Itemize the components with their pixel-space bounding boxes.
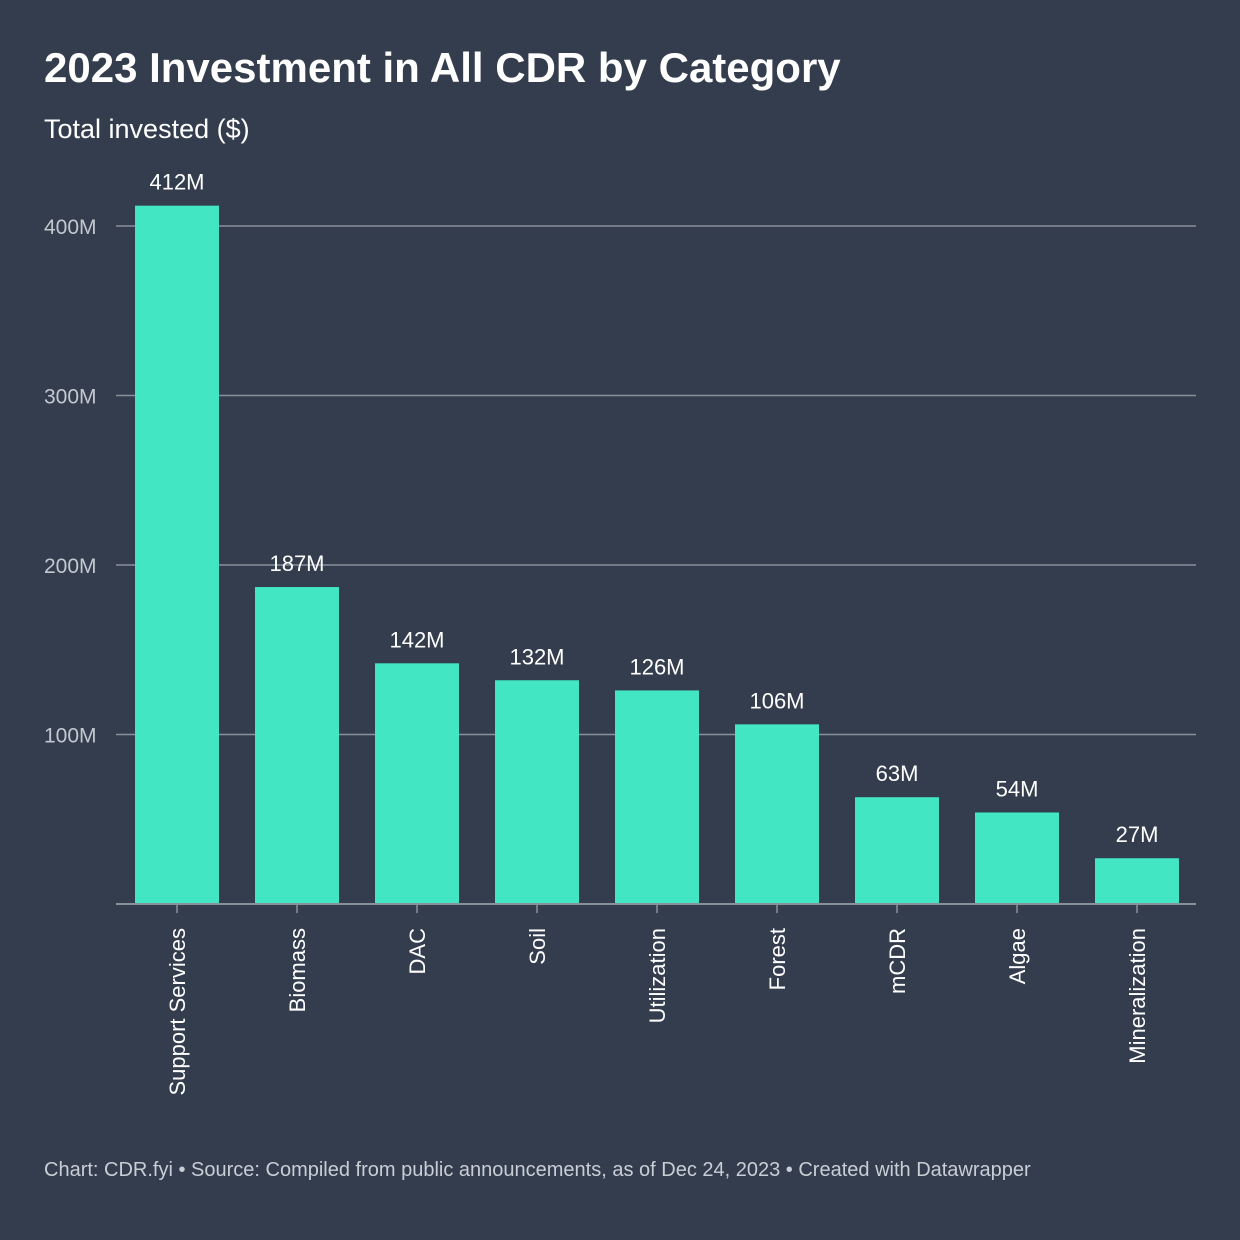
data-label: 126M bbox=[629, 654, 684, 679]
bar-support-services bbox=[135, 205, 219, 904]
data-label: 412M bbox=[149, 170, 204, 195]
data-label: 54M bbox=[996, 776, 1039, 801]
y-tick-label: 200M bbox=[44, 555, 97, 578]
x-tick-label: Soil bbox=[525, 928, 550, 965]
bar-soil bbox=[495, 680, 579, 904]
bar-forest bbox=[735, 724, 819, 904]
x-tick-label: mCDR bbox=[885, 928, 910, 994]
data-label: 187M bbox=[269, 551, 324, 576]
y-tick-label: 300M bbox=[44, 386, 97, 409]
data-label: 106M bbox=[749, 688, 804, 713]
data-label: 142M bbox=[389, 627, 444, 652]
data-label: 63M bbox=[876, 761, 919, 786]
data-label: 132M bbox=[509, 644, 564, 669]
bar-dac bbox=[375, 663, 459, 904]
bar-algae bbox=[975, 812, 1059, 904]
chart-footer: Chart: CDR.fyi • Source: Compiled from p… bbox=[44, 1159, 1031, 1181]
chart-subtitle: Total invested ($) bbox=[44, 114, 250, 144]
chart-title: 2023 Investment in All CDR by Category bbox=[44, 44, 841, 91]
x-tick-label: Biomass bbox=[285, 928, 310, 1012]
bar-mineralization bbox=[1095, 858, 1179, 904]
x-tick-label: Support Services bbox=[165, 928, 190, 1096]
x-tick-label: Mineralization bbox=[1125, 928, 1150, 1064]
bar-utilization bbox=[615, 690, 699, 904]
x-tick-label: DAC bbox=[405, 928, 430, 975]
bar-biomass bbox=[255, 587, 339, 904]
bar-mcdr bbox=[855, 797, 939, 904]
y-tick-label: 100M bbox=[44, 725, 97, 748]
x-tick-label: Forest bbox=[765, 928, 790, 990]
data-label: 27M bbox=[1116, 822, 1159, 847]
y-tick-label: 400M bbox=[44, 216, 97, 239]
x-tick-label: Utilization bbox=[645, 928, 670, 1023]
x-tick-label: Algae bbox=[1005, 928, 1030, 984]
